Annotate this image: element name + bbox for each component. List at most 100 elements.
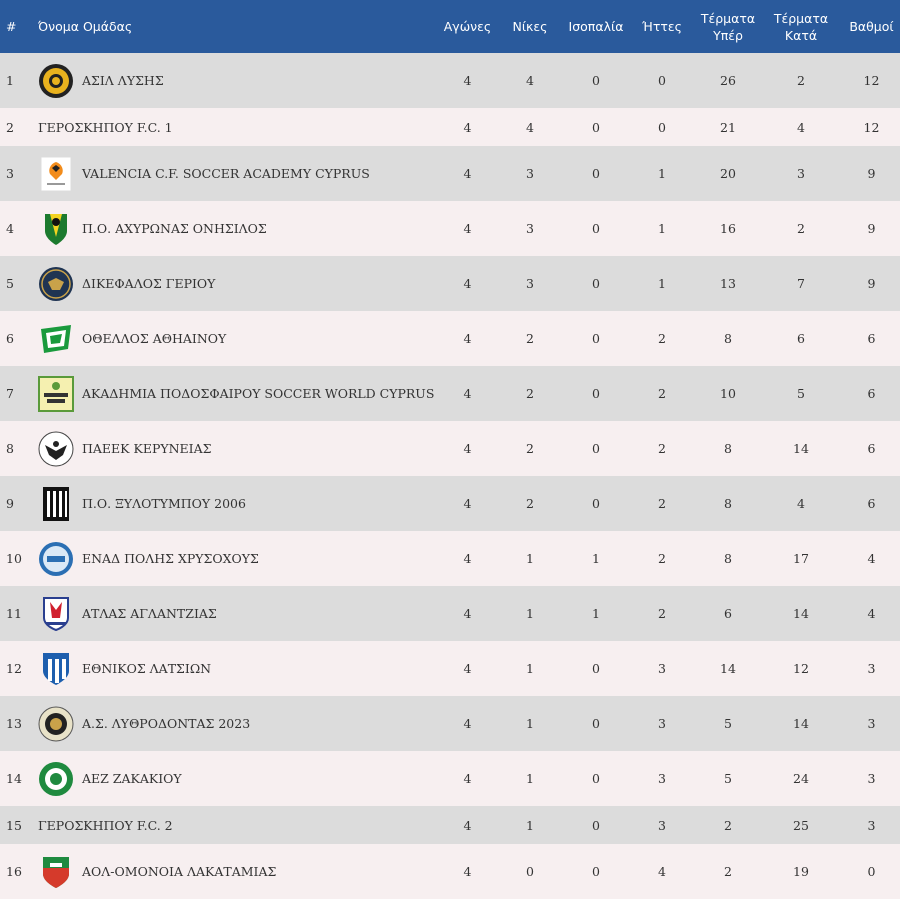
team-name[interactable]: ΑΤΛΑΣ ΑΓΛΑΝΤΖΙΑΣ xyxy=(82,606,217,621)
team-name[interactable]: ΕΝΑΔ ΠΟΛΗΣ ΧΡΥΣΟΧΟΥΣ xyxy=(82,551,259,566)
goals-against-header[interactable]: Τέρματα Κατά xyxy=(773,10,829,43)
wins-cell: 3 xyxy=(526,276,534,291)
played-cell: 4 xyxy=(463,496,472,511)
table-row[interactable]: 6 ΟΘΕΛΛΟΣ ΑΘΗΑΙΝΟΥ 4 2 0 2 8 6 6 xyxy=(0,311,900,366)
points-header[interactable]: Βαθμοί xyxy=(849,19,894,34)
losses-cell: 2 xyxy=(658,331,666,346)
goals-against-cell: 4 xyxy=(797,119,805,135)
goals-for-cell: 8 xyxy=(724,551,732,566)
goals-against-cell: 14 xyxy=(793,441,809,456)
table-row[interactable]: 12 ΕΘΝΙΚΟΣ ΛΑΤΣΙΩΝ 4 1 0 3 14 12 3 xyxy=(0,641,900,696)
rank-cell: 10 xyxy=(6,551,22,566)
wins-cell: 2 xyxy=(526,331,534,346)
goals-for-cell: 5 xyxy=(724,716,732,731)
played-cell: 4 xyxy=(463,716,472,731)
goals-against-cell: 24 xyxy=(793,771,809,786)
header-row: # Όνομα Ομάδας Αγώνες Νίκες Ισοπαλία Ήττ… xyxy=(0,0,900,53)
points-cell: 9 xyxy=(867,166,876,181)
rank-cell: 4 xyxy=(6,221,14,236)
wins-header[interactable]: Νίκες xyxy=(512,19,548,34)
table-row[interactable]: 11 ΑΤΛΑΣ ΑΓΛΑΝΤΖΙΑΣ 4 1 1 2 6 14 4 xyxy=(0,586,900,641)
goals-for-cell: 6 xyxy=(724,606,732,621)
rank-cell: 13 xyxy=(6,716,22,731)
table-row[interactable]: 7 ΑΚΑΔΗΜΙΑ ΠΟΔΟΣΦΑΙΡΟΥ SOCCER WORLD CYPRU… xyxy=(0,366,900,421)
goals-for-cell: 2 xyxy=(724,817,732,833)
losses-cell: 0 xyxy=(658,119,666,135)
points-cell: 9 xyxy=(867,221,876,236)
table-row[interactable]: 5 ΔΙΚΕΦΑΛΟΣ ΓΕΡΙΟΥ 4 3 0 1 13 7 9 xyxy=(0,256,900,311)
team-name[interactable]: ΑΟΛ-ΟΜΟΝΟΙΑ ΛΑΚΑΤΑΜΙΑΣ xyxy=(82,864,277,879)
team-name[interactable]: ΑΕΖ ΖΑΚΑΚΙΟΥ xyxy=(82,771,182,786)
played-cell: 4 xyxy=(463,73,472,88)
wins-cell: 3 xyxy=(526,221,534,236)
table-row[interactable]: 10 ΕΝΑΔ ΠΟΛΗΣ ΧΡΥΣΟΧΟΥΣ 4 1 1 2 8 17 4 xyxy=(0,531,900,586)
table-row[interactable]: 9 Π.Ο. ΞΥΛΟΤΥΜΠΟΥ 2006 4 2 0 2 8 4 6 xyxy=(0,476,900,531)
team-cell: ΠΑΕΕΚ ΚΕΡΥΝΕΙΑΣ xyxy=(30,421,440,476)
goals-for-cell: 16 xyxy=(720,221,736,236)
rank-cell: 16 xyxy=(6,864,22,879)
wins-cell: 0 xyxy=(526,864,534,879)
gold-ring-badge-icon xyxy=(38,706,74,742)
team-name[interactable]: ΟΘΕΛΛΟΣ ΑΘΗΑΙΝΟΥ xyxy=(82,331,227,346)
played-cell: 4 xyxy=(463,551,472,566)
goals-for-cell: 8 xyxy=(724,331,732,346)
table-row[interactable]: 2 ΓΕΡΟΣΚΗΠΟΥ F.C. 1 4 4 0 0 21 4 12 xyxy=(0,108,900,146)
wins-cell: 1 xyxy=(526,661,534,676)
points-cell: 6 xyxy=(867,441,876,456)
team-cell: Π.Ο. ΑΧΥΡΩΝΑΣ ΟΝΗΣΙΛΟΣ xyxy=(30,201,440,256)
table-row[interactable]: 4 Π.Ο. ΑΧΥΡΩΝΑΣ ΟΝΗΣΙΛΟΣ 4 3 0 1 16 2 9 xyxy=(0,201,900,256)
team-cell: ΟΘΕΛΛΟΣ ΑΘΗΑΙΝΟΥ xyxy=(30,311,440,366)
team-name[interactable]: ΓΕΡΟΣΚΗΠΟΥ F.C. 1 xyxy=(38,119,173,135)
goals-against-cell: 5 xyxy=(797,386,805,401)
losses-cell: 3 xyxy=(658,716,666,731)
team-cell: ΑΤΛΑΣ ΑΓΛΑΝΤΖΙΑΣ xyxy=(30,586,440,641)
points-cell: 6 xyxy=(867,496,876,511)
team-cell: Α.Σ. ΛΥΘΡΟΔΟΝΤΑΣ 2023 xyxy=(30,696,440,751)
draws-header[interactable]: Ισοπαλία xyxy=(568,19,624,34)
goals-for-header[interactable]: Τέρματα Υπέρ xyxy=(700,10,756,43)
team: ΟΘΕΛΛΟΣ ΑΘΗΑΙΝΟΥ xyxy=(38,321,440,357)
team-name[interactable]: ΕΘΝΙΚΟΣ ΛΑΤΣΙΩΝ xyxy=(82,661,212,676)
losses-header[interactable]: Ήττες xyxy=(641,19,683,34)
draws-cell: 1 xyxy=(592,606,600,621)
table-row[interactable]: 15 ΓΕΡΟΣΚΗΠΟΥ F.C. 2 4 1 0 3 2 25 3 xyxy=(0,806,900,844)
points-cell: 3 xyxy=(867,716,876,731)
team-name[interactable]: ΠΑΕΕΚ ΚΕΡΥΝΕΙΑΣ xyxy=(82,441,212,456)
table-row[interactable]: 8 ΠΑΕΕΚ ΚΕΡΥΝΕΙΑΣ 4 2 0 2 8 14 6 xyxy=(0,421,900,476)
team-name[interactable]: Α.Σ. ΛΥΘΡΟΔΟΝΤΑΣ 2023 xyxy=(82,716,251,731)
points-cell: 3 xyxy=(867,817,876,833)
goals-against-cell: 25 xyxy=(793,817,809,833)
team-cell: ΓΕΡΟΣΚΗΠΟΥ F.C. 1 xyxy=(30,108,440,146)
goals-for-cell: 8 xyxy=(724,496,732,511)
team-cell: ΑΚΑΔΗΜΙΑ ΠΟΔΟΣΦΑΙΡΟΥ SOCCER WORLD CYPRUS xyxy=(30,366,440,421)
blue-striped-shield-icon xyxy=(38,651,74,687)
draws-cell: 0 xyxy=(592,716,600,731)
team-name[interactable]: ΔΙΚΕΦΑΛΟΣ ΓΕΡΙΟΥ xyxy=(82,276,216,291)
team-name[interactable]: VALENCIA C.F. SOCCER ACADEMY CYPRUS xyxy=(82,166,370,181)
table-row[interactable]: 13 Α.Σ. ΛΥΘΡΟΔΟΝΤΑΣ 2023 4 1 0 3 5 14 3 xyxy=(0,696,900,751)
table-row[interactable]: 16 ΑΟΛ-ΟΜΟΝΟΙΑ ΛΑΚΑΤΑΜΙΑΣ 4 0 0 4 2 19 0 xyxy=(0,844,900,899)
team-name[interactable]: ΑΣΙΛ ΛΥΣΗΣ xyxy=(82,73,164,88)
shield-gold-black-icon xyxy=(38,63,74,99)
table-row[interactable]: 3 VALENCIA C.F. SOCCER ACADEMY CYPRUS 4 3 0 1… xyxy=(0,146,900,201)
team-name-header[interactable]: Όνομα Ομάδας xyxy=(38,19,133,34)
draws-cell: 0 xyxy=(592,864,600,879)
table-row[interactable]: 1 ΑΣΙΛ ΛΥΣΗΣ 4 4 0 0 26 2 12 xyxy=(0,53,900,108)
team-name[interactable]: ΓΕΡΟΣΚΗΠΟΥ F.C. 2 xyxy=(38,817,173,833)
team-name[interactable]: Π.Ο. ΑΧΥΡΩΝΑΣ ΟΝΗΣΙΛΟΣ xyxy=(82,221,267,236)
goals-against-cell: 14 xyxy=(793,606,809,621)
goals-against-cell: 12 xyxy=(793,661,809,676)
played-header[interactable]: Αγώνες xyxy=(443,19,492,34)
goals-against-cell: 2 xyxy=(797,221,805,236)
losses-cell: 3 xyxy=(658,661,666,676)
team-name[interactable]: ΑΚΑΔΗΜΙΑ ΠΟΔΟΣΦΑΙΡΟΥ SOCCER WORLD CYPRUS xyxy=(82,386,435,401)
losses-cell: 2 xyxy=(658,606,666,621)
green-yellow-shield-icon xyxy=(38,211,74,247)
losses-cell: 1 xyxy=(658,166,666,181)
table-row[interactable]: 14 ΑΕΖ ΖΑΚΑΚΙΟΥ 4 1 0 3 5 24 3 xyxy=(0,751,900,806)
wins-cell: 4 xyxy=(526,73,534,88)
rank-header[interactable]: # xyxy=(6,19,17,34)
team-name[interactable]: Π.Ο. ΞΥΛΟΤΥΜΠΟΥ 2006 xyxy=(82,496,246,511)
rank-cell: 12 xyxy=(6,661,22,676)
